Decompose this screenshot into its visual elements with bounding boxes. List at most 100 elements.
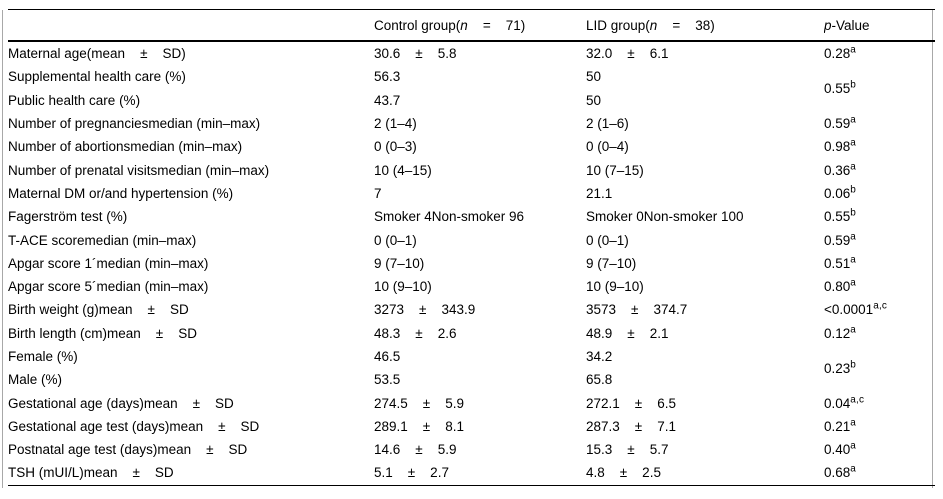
p-value-number: 0.21	[824, 418, 851, 434]
lid-group-header: LID group(n = 38)	[586, 9, 824, 42]
row-label: Supplemental health care (%)	[8, 69, 186, 85]
table-row: Birth length (cm)mean ± SD 48.3 ± 2.6 48…	[8, 322, 935, 345]
p-value: 0.68a	[824, 461, 935, 486]
lid-value: 9 (7–10)	[586, 255, 637, 271]
p-value-number: 0.51	[824, 255, 851, 271]
table-row: Number of abortionsmedian (min–max) 0 (0…	[8, 135, 935, 158]
p-value-number: 0.59	[824, 232, 851, 248]
lid-value: 0 (0–1)	[586, 232, 629, 248]
row-label: TSH (mUI/L)mean ± SD	[8, 461, 374, 486]
control-value: 48.3 ± 2.6	[374, 325, 457, 341]
control-value: 5.1 ± 2.7	[374, 461, 586, 486]
row-label: Number of prenatal visitsmedian (min–max…	[8, 162, 270, 178]
p-value-number: 0.40	[824, 442, 851, 458]
lid-value: 10 (7–15)	[586, 162, 644, 178]
p-value: 0.12a	[824, 322, 935, 345]
p-value-footnote-mark: a	[850, 277, 857, 289]
p-value-footnote-mark: b	[850, 184, 857, 196]
p-value: 0.04a,c	[824, 391, 935, 414]
lid-value: 15.3 ± 5.7	[586, 442, 669, 458]
p-value: 0.80a	[824, 275, 935, 298]
control-value: 14.6 ± 5.9	[374, 442, 457, 458]
p-value-number: 0.55	[824, 81, 851, 97]
row-label: Postnatal age test (days)mean ± SD	[8, 442, 248, 458]
p-value-footnote-mark: a	[850, 324, 857, 336]
lid-header-text: LID group(	[586, 17, 650, 33]
table-row: Male (%) 53.5 65.8	[8, 368, 935, 391]
control-value: 0 (0–3)	[374, 139, 417, 155]
row-label: Gestational age (days)mean ± SD	[8, 395, 234, 411]
lid-value: 2 (1–6)	[586, 116, 629, 132]
p-value: 0.28a	[824, 41, 935, 65]
p-value-footnote-mark: b	[850, 79, 857, 91]
p-value-footnote-mark: a,c	[850, 394, 865, 406]
p-value: 0.06b	[824, 182, 935, 205]
table-row: Maternal age(mean ± SD) 30.6 ± 5.8 32.0 …	[8, 41, 935, 65]
lid-value: 21.1	[586, 185, 613, 201]
lid-value: 32.0 ± 6.1	[586, 46, 669, 62]
p-value: 0.51a	[824, 252, 935, 275]
p-header-text: -Value	[831, 17, 870, 33]
table-row: Postnatal age test (days)mean ± SD 14.6 …	[8, 438, 935, 461]
control-value: 289.1 ± 8.1	[374, 418, 464, 434]
control-value: 0 (0–1)	[374, 232, 417, 248]
control-value: 56.3	[374, 69, 401, 85]
lid-value: 50	[586, 69, 602, 85]
p-value: 0.40a	[824, 438, 935, 461]
lid-header-count: = 38)	[657, 17, 715, 33]
control-value: 30.6 ± 5.8	[374, 46, 457, 62]
table-row: Apgar score 5´median (min–max) 10 (9–10)…	[8, 275, 935, 298]
p-value-number: 0.12	[824, 325, 851, 341]
table-row: Birth weight (g)mean ± SD 3273 ± 343.9 3…	[8, 298, 935, 321]
p-value: 0.21a	[824, 415, 935, 438]
table-row: Female (%) 46.5 34.2 0.23b	[8, 345, 935, 376]
row-label: T-ACE scoremedian (min–max)	[8, 232, 197, 248]
p-value-footnote-mark: a	[850, 114, 857, 126]
p-value-footnote-mark: a	[850, 137, 857, 149]
p-value-number: 0.59	[824, 116, 851, 132]
row-label: Apgar score 5´median (min–max)	[8, 279, 209, 295]
table-row: Gestational age (days)mean ± SD 274.5 ± …	[8, 391, 935, 414]
left-edge-rule	[2, 10, 3, 488]
control-value: 10 (4–15)	[374, 162, 432, 178]
table-row: Supplemental health care (%) 56.3 50 0.5…	[8, 65, 935, 96]
row-label: Number of pregnanciesmedian (min–max)	[8, 116, 261, 132]
p-value-number: 0.68	[824, 465, 851, 481]
lid-value: 34.2	[586, 349, 613, 364]
lid-value: 287.3 ± 7.1	[586, 418, 676, 434]
p-value-number: 0.23	[824, 360, 851, 376]
row-label: Number of abortionsmedian (min–max)	[8, 139, 243, 155]
row-label: Fagerström test (%)	[8, 209, 128, 225]
p-value-footnote-mark: b	[850, 359, 857, 371]
empty-header-cell	[8, 9, 374, 42]
table-body: Maternal age(mean ± SD) 30.6 ± 5.8 32.0 …	[8, 41, 935, 486]
lid-value: 272.1 ± 6.5	[586, 395, 676, 411]
table-row: T-ACE scoremedian (min–max) 0 (0–1) 0 (0…	[8, 228, 935, 251]
table-row: Apgar score 1´median (min–max) 9 (7–10) …	[8, 252, 935, 275]
p-value-number: 0.55	[824, 209, 851, 225]
header-row: Control group(n = 71) LID group(n = 38) …	[8, 9, 935, 42]
p-value: 0.55b	[824, 65, 935, 112]
p-value-number: 0.06	[824, 185, 851, 201]
p-value: 0.36a	[824, 158, 935, 181]
row-label: Female (%)	[8, 349, 78, 364]
table-row: TSH (mUI/L)mean ± SD 5.1 ± 2.7 4.8 ± 2.5…	[8, 461, 935, 486]
control-header-count: = 71)	[467, 17, 526, 33]
p-value-number: 0.98	[824, 139, 851, 155]
lid-value: 10 (9–10)	[586, 279, 644, 295]
p-value-footnote-mark: a	[850, 254, 857, 266]
row-label: Maternal age(mean ± SD)	[8, 46, 186, 62]
p-value-number: 0.28	[824, 46, 851, 62]
control-value: 53.5	[374, 372, 401, 388]
statistics-table: Control group(n = 71) LID group(n = 38) …	[8, 9, 935, 486]
p-value-footnote-mark: b	[850, 207, 857, 219]
control-header-text: Control group(	[374, 17, 461, 33]
table-header: Control group(n = 71) LID group(n = 38) …	[8, 9, 935, 42]
p-value-footnote-mark: a,c	[873, 300, 888, 312]
control-value: 2 (1–4)	[374, 116, 417, 132]
p-value-number: 0.80	[824, 279, 851, 295]
p-value-footnote-mark: a	[850, 463, 857, 475]
row-label: Apgar score 1´median (min–max)	[8, 255, 209, 271]
p-value-footnote-mark: a	[850, 44, 857, 56]
